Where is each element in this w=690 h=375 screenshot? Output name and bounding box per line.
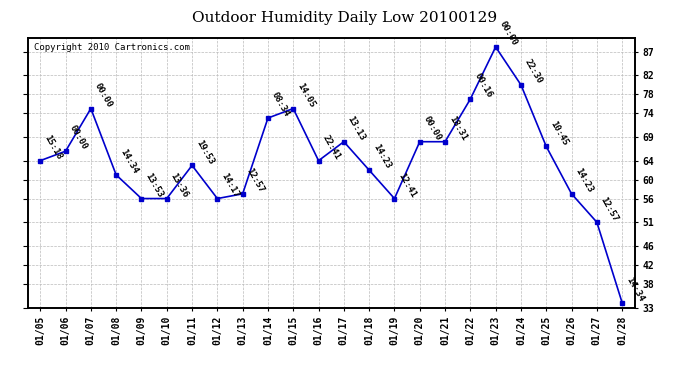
Text: Outdoor Humidity Daily Low 20100129: Outdoor Humidity Daily Low 20100129	[193, 11, 497, 25]
Text: 13:53: 13:53	[144, 171, 165, 199]
Text: 00:00: 00:00	[422, 114, 443, 142]
Text: 13:13: 13:13	[346, 114, 367, 142]
Text: 12:57: 12:57	[245, 166, 266, 194]
Text: 00:00: 00:00	[497, 20, 519, 48]
Text: 13:36: 13:36	[169, 171, 190, 199]
Text: 14:23: 14:23	[371, 143, 393, 171]
Text: 12:57: 12:57	[599, 195, 620, 223]
Text: 15:18: 15:18	[42, 134, 63, 161]
Text: Copyright 2010 Cartronics.com: Copyright 2010 Cartronics.com	[34, 43, 190, 52]
Text: 14:34: 14:34	[118, 148, 139, 176]
Text: 14:34: 14:34	[624, 276, 645, 303]
Text: 10:45: 10:45	[549, 119, 569, 147]
Text: 00:00: 00:00	[93, 81, 114, 109]
Text: 00:00: 00:00	[68, 124, 89, 152]
Text: 12:41: 12:41	[397, 171, 417, 199]
Text: 08:34: 08:34	[270, 91, 291, 118]
Text: 14:17: 14:17	[219, 171, 241, 199]
Text: 14:05: 14:05	[295, 81, 317, 109]
Text: 22:30: 22:30	[523, 58, 544, 86]
Text: 00:16: 00:16	[473, 72, 493, 100]
Text: 19:53: 19:53	[194, 138, 215, 166]
Text: 14:23: 14:23	[573, 166, 595, 194]
Text: 18:31: 18:31	[447, 114, 469, 142]
Text: 22:41: 22:41	[321, 134, 342, 161]
